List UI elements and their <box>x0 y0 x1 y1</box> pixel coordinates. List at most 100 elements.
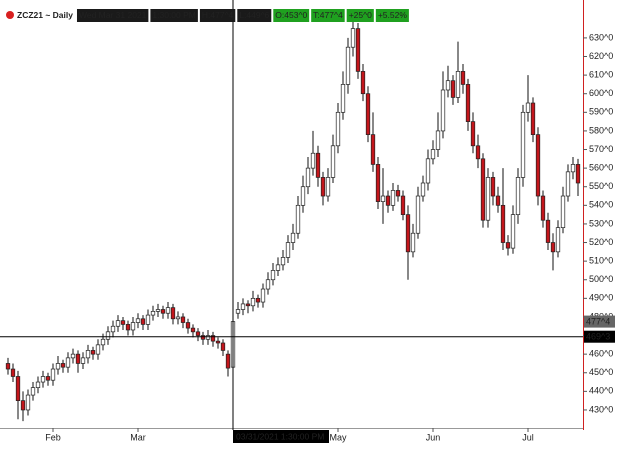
crosshair-x-box <box>233 430 329 443</box>
header-change-box <box>375 9 409 22</box>
candle-body <box>430 149 436 160</box>
header-change: O:453^0 <box>275 10 307 20</box>
candle-body <box>50 368 56 381</box>
candle-body <box>500 204 506 243</box>
candle-body <box>340 84 346 113</box>
candle-body <box>195 331 201 336</box>
y-tick-label: 500^0 <box>589 274 613 284</box>
y-tick-label: 560^0 <box>589 162 613 172</box>
candle-body <box>130 322 136 331</box>
candle-body <box>210 335 216 342</box>
candle-body <box>530 102 536 135</box>
header-field-box <box>150 9 198 22</box>
candle-body <box>155 309 161 312</box>
candle-body <box>60 363 66 368</box>
candle-body <box>120 320 126 325</box>
candle-body <box>285 242 291 258</box>
candle-body <box>105 331 111 340</box>
candle-body <box>435 130 441 150</box>
candle-body <box>440 89 446 132</box>
candle-body <box>25 394 31 411</box>
candle-body <box>575 164 581 184</box>
candle-body <box>505 242 511 249</box>
candle-body <box>315 152 321 178</box>
header-field: 1:30:00 PM <box>152 10 195 20</box>
candle-body <box>40 376 46 383</box>
candle-body <box>185 322 191 329</box>
candle-body <box>290 232 296 243</box>
candle-body <box>20 400 26 411</box>
x-tick-label: May <box>329 432 347 442</box>
candle-body <box>280 257 286 266</box>
y-tick-label: 460^0 <box>589 349 613 359</box>
candle-body <box>385 195 391 206</box>
y-tick-label: 550^0 <box>589 181 613 191</box>
y-tick-label: 490^0 <box>589 293 613 303</box>
candle-body <box>190 327 196 333</box>
header-field-box <box>237 9 272 22</box>
candle-body <box>85 350 91 359</box>
header-field: H:477^4 <box>202 10 234 20</box>
candle-body <box>425 158 431 184</box>
x-tick-label: Feb <box>45 432 61 442</box>
candle-body <box>405 214 411 253</box>
y-tick-label: 540^0 <box>589 200 613 210</box>
candle-body <box>335 111 341 147</box>
candle-body <box>415 195 421 234</box>
crosshair-y-label: 469^3 <box>586 332 610 342</box>
header-field: L:449^6 <box>239 10 269 20</box>
candle-body <box>305 167 311 188</box>
candle-body <box>345 46 351 85</box>
candle-body <box>450 80 456 98</box>
header-change-box <box>346 9 374 22</box>
candle-body <box>465 84 471 122</box>
y-tick-label: 570^0 <box>589 144 613 154</box>
crosshair-x-label: 03/31/2021 1:30:00 PM <box>236 431 324 441</box>
candle-body <box>370 134 376 165</box>
candle-body <box>375 164 381 202</box>
header-change-box <box>311 9 345 22</box>
header-change: +25^0 <box>349 10 372 20</box>
header-change: T:477^4 <box>313 10 343 20</box>
candle-body <box>515 177 521 215</box>
candle-body <box>310 152 316 169</box>
symbol-title: ZCZ21 ~ Daily <box>17 10 73 20</box>
y-tick-label: 610^0 <box>589 69 613 79</box>
candle-body <box>540 195 546 221</box>
y-tick-label: 530^0 <box>589 218 613 228</box>
candle-body <box>560 195 566 229</box>
candle-body <box>330 145 336 178</box>
candle-body <box>525 102 531 113</box>
candle-body <box>245 303 251 307</box>
candle-body <box>250 297 256 307</box>
candle-body <box>475 145 481 160</box>
candle-body <box>255 297 261 303</box>
candle-body <box>80 357 86 364</box>
candle-body <box>125 324 131 331</box>
candle-body <box>320 177 326 197</box>
crosshair-y-box <box>584 330 615 343</box>
candle-body <box>65 357 71 368</box>
candle-body <box>30 387 36 396</box>
y-tick-label: 440^0 <box>589 386 613 396</box>
header-field-box <box>76 9 149 22</box>
candle-body <box>460 71 466 85</box>
symbol-icon <box>6 11 14 19</box>
candle-body <box>350 28 356 48</box>
candle-body <box>360 71 366 95</box>
candle-body <box>75 353 81 364</box>
header-change-box <box>273 9 310 22</box>
last-price-label: 477^4 <box>586 316 610 326</box>
candle-body <box>45 376 51 381</box>
candle-body <box>70 353 76 359</box>
candle-body <box>550 242 556 253</box>
candle-body <box>470 121 476 147</box>
y-tick-label: 430^0 <box>589 404 613 414</box>
candle-body <box>180 316 186 323</box>
candle-body <box>5 363 11 370</box>
candle-body <box>455 71 461 98</box>
candle-body <box>495 195 501 206</box>
candle-body <box>145 314 151 325</box>
y-tick-label: 510^0 <box>589 256 613 266</box>
candle-body <box>260 288 266 303</box>
